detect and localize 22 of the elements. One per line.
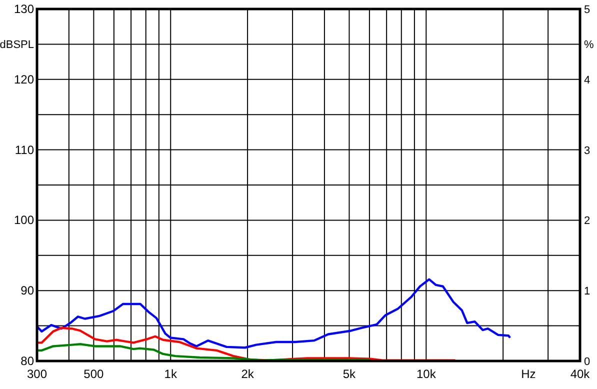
y-tick-label: 80 bbox=[20, 354, 34, 368]
y2-tick-label: 1 bbox=[584, 286, 590, 298]
x-tick-label: 40k bbox=[570, 367, 591, 381]
y2-axis-title: % bbox=[584, 39, 594, 52]
x-tick-label: 1k bbox=[164, 367, 178, 381]
y2-tick-label: 2 bbox=[584, 215, 590, 228]
y-axis-title: dBSPL bbox=[0, 39, 34, 52]
x-tick-label: 5k bbox=[342, 367, 357, 381]
x-tick-label: 10k bbox=[416, 367, 437, 381]
y-tick-label: 130 bbox=[14, 2, 34, 16]
x-tick-label: 300 bbox=[26, 367, 48, 381]
y-tick-label: 120 bbox=[14, 72, 34, 86]
y-tick-label: 110 bbox=[14, 142, 34, 157]
y2-tick-label: 3 bbox=[584, 144, 590, 157]
y-tick-label: 100 bbox=[14, 213, 34, 228]
y2-tick-label: 5 bbox=[584, 4, 590, 16]
x-tick-label: 500 bbox=[84, 367, 104, 381]
y2-tick-label: 4 bbox=[584, 74, 590, 86]
x-axis-title: Hz bbox=[521, 367, 536, 381]
y2-tick-label: 0 bbox=[584, 356, 590, 368]
x-tick-label: 2k bbox=[241, 367, 255, 381]
y-tick-label: 90 bbox=[20, 284, 34, 298]
